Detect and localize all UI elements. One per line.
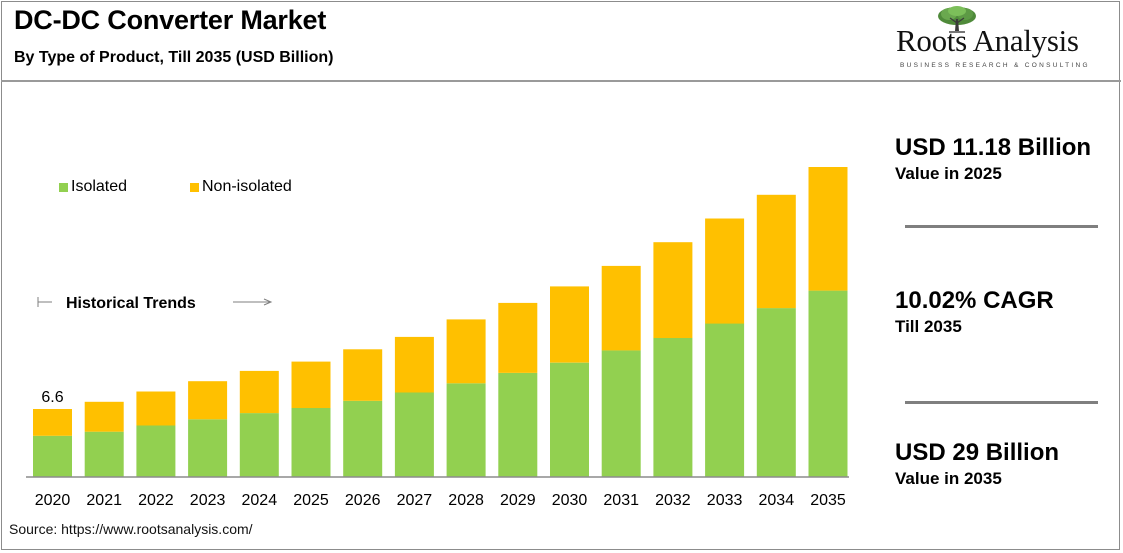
- x-tick-label: 2022: [138, 492, 174, 509]
- bar-isolated-2035: [808, 290, 848, 477]
- historical-trends-label: Historical Trends: [66, 295, 196, 312]
- bar-isolated-2020: [33, 435, 72, 477]
- chart-title: DC-DC Converter Market: [14, 5, 327, 35]
- legend-item-isolated: Isolated: [59, 178, 127, 196]
- bar-isolated-2022: [136, 425, 176, 477]
- trend-arrow-icon: [263, 298, 273, 306]
- x-tick-label: 2028: [448, 492, 484, 509]
- x-tick-label: 2025: [293, 492, 329, 509]
- bar-isolated-2030: [550, 362, 589, 477]
- x-tick-label: 2030: [552, 492, 588, 509]
- highlight-value: 10.02% CAGR: [895, 287, 1054, 314]
- x-tick-label: 2029: [500, 492, 536, 509]
- highlight-divider: [905, 225, 1098, 228]
- bar-non-isolated-2029: [498, 302, 538, 373]
- chart-subtitle: By Type of Product, Till 2035 (USD Billi…: [14, 49, 334, 66]
- bar-non-isolated-2024: [239, 370, 279, 414]
- source-note: Source: https://www.rootsanalysis.com/: [9, 521, 253, 537]
- bar-isolated-2032: [653, 337, 693, 477]
- x-tick-label: 2026: [345, 492, 381, 509]
- bar-non-isolated-2035: [808, 167, 848, 291]
- bar-non-isolated-2021: [84, 401, 124, 432]
- logo-tree-icon: [938, 6, 976, 33]
- x-tick-label: 2032: [655, 492, 691, 509]
- bar-non-isolated-2031: [601, 265, 641, 351]
- bar-non-isolated-2020: [33, 409, 72, 436]
- bar-non-isolated-2028: [446, 319, 486, 384]
- bar-isolated-2031: [601, 350, 641, 477]
- x-tick-label: 2021: [86, 492, 122, 509]
- x-tick-label: 2027: [397, 492, 433, 509]
- highlight-cagr: 10.02% CAGR Till 2035: [895, 287, 1110, 337]
- bar-non-isolated-2034: [756, 194, 796, 309]
- x-tick-label: 2035: [810, 492, 846, 509]
- legend-swatch-isolated: [59, 182, 68, 192]
- logo-name: Roots Analysis: [896, 23, 1079, 58]
- bar-non-isolated-2033: [705, 218, 745, 324]
- bar-non-isolated-2025: [291, 361, 331, 408]
- bar-isolated-2024: [239, 413, 279, 477]
- legend-label-non-isolated: Non-isolated: [202, 178, 292, 195]
- logo-tagline: BUSINESS RESEARCH & CONSULTING: [900, 62, 1090, 69]
- data-label: 6.6: [41, 389, 63, 406]
- bar-isolated-2023: [188, 419, 228, 477]
- highlight-2025: USD 11.18 Billion Value in 2025: [895, 134, 1110, 184]
- highlight-label: Value in 2025: [895, 164, 1002, 183]
- bar-non-isolated-2026: [343, 349, 383, 401]
- bar-isolated-2029: [498, 373, 538, 477]
- highlight-label: Till 2035: [895, 317, 962, 336]
- highlight-2035: USD 29 Billion Value in 2035: [895, 439, 1110, 489]
- bar-non-isolated-2030: [550, 286, 589, 363]
- highlight-label: Value in 2035: [895, 469, 1002, 488]
- bar-chart: Historical Trends 2020 2021 2022 2023 2024 20…: [26, 167, 849, 509]
- x-tick-label: 2031: [603, 492, 639, 509]
- bar-non-isolated-2032: [653, 242, 693, 338]
- highlight-value: USD 11.18 Billion: [895, 134, 1092, 161]
- bar-non-isolated-2027: [394, 336, 434, 393]
- bar-non-isolated-2023: [188, 381, 228, 420]
- x-tick-label: 2033: [707, 492, 743, 509]
- bar-non-isolated-2022: [136, 391, 176, 426]
- historical-trends-annotation: Historical Trends: [37, 295, 273, 312]
- bar-isolated-2033: [705, 323, 745, 477]
- legend-item-non-isolated: Non-isolated: [190, 178, 292, 196]
- legend-label-isolated: Isolated: [71, 178, 128, 195]
- bar-isolated-2026: [343, 400, 383, 477]
- bar-isolated-2027: [394, 392, 434, 477]
- x-tick-label: 2020: [35, 492, 71, 509]
- highlight-value: USD 29 Billion: [895, 439, 1060, 466]
- legend-swatch-non-isolated: [190, 182, 199, 192]
- highlight-divider: [905, 401, 1098, 404]
- bar-isolated-2021: [84, 431, 124, 477]
- x-tick-label: 2024: [242, 492, 278, 509]
- x-tick-label: 2023: [190, 492, 226, 509]
- x-tick-label: 2034: [759, 492, 795, 509]
- header-divider: [1, 80, 1121, 82]
- bar-isolated-2028: [446, 383, 486, 477]
- bar-isolated-2034: [756, 308, 796, 477]
- bar-isolated-2025: [291, 408, 331, 477]
